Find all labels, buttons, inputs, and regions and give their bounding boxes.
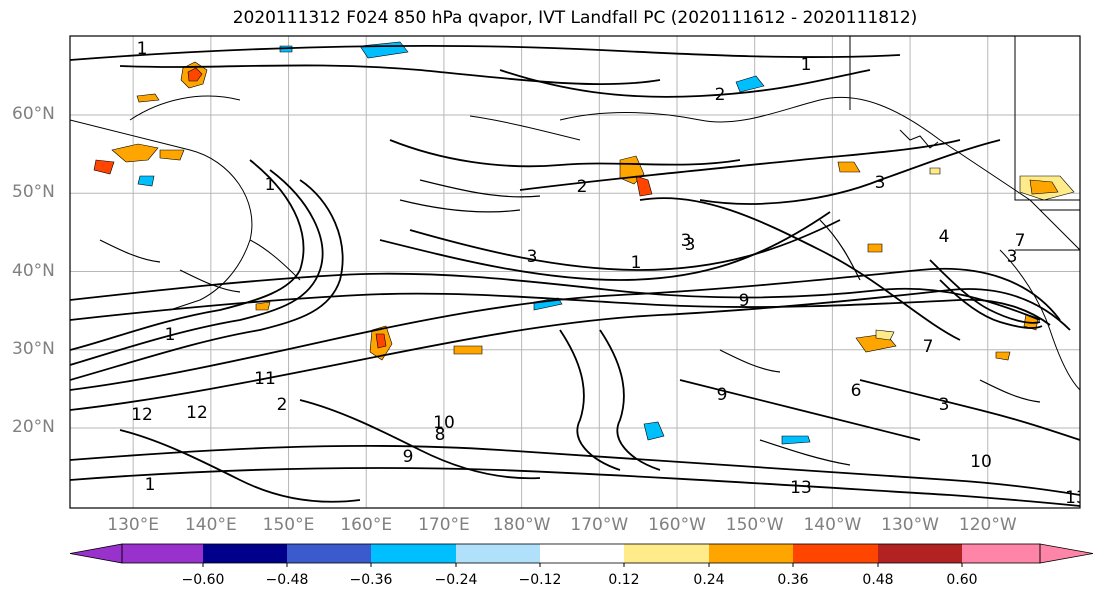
latitude-tick-label: 20°N [12, 417, 55, 437]
longitude-tick-label: 180°W [492, 515, 551, 535]
colorbar-segment [203, 544, 287, 563]
colorbar-tick-label: −0.12 [518, 572, 562, 588]
contour-label: 10 [433, 413, 455, 433]
latitude-tick-label: 60°N [12, 104, 55, 124]
political-boundaries [849, 36, 1080, 251]
contour-label: 2 [715, 85, 726, 105]
longitude-tick-label: 160°W [648, 515, 706, 535]
contour-label: 9 [717, 385, 728, 405]
longitude-tick-label: 170°E [418, 515, 470, 535]
graticule [70, 36, 1080, 508]
colorbar-segment [456, 544, 540, 563]
colorbar-segment [122, 544, 203, 563]
colorbar-tick-label: −0.48 [265, 572, 309, 588]
colorbar-tick-label: 0.12 [608, 572, 640, 588]
map-frame [69, 35, 1081, 509]
colorbar-segment [540, 544, 624, 563]
colorbar-frame [121, 543, 1041, 564]
colorbar-tick-label: 0.60 [946, 572, 978, 588]
contour-label: 7 [1015, 231, 1026, 251]
contour-label: 11 [254, 369, 276, 389]
longitude-tick-label: 140°W [803, 515, 862, 535]
latitude-tick-label: 40°N [12, 260, 55, 281]
contour-label: 6 [851, 381, 862, 401]
contour-label: 13 [1065, 488, 1087, 508]
contour-label: 12 [186, 403, 208, 423]
colorbar-segment [709, 544, 793, 563]
contour-label: 2 [277, 395, 288, 415]
longitude-tick-label: 170°W [570, 515, 629, 535]
longitude-tick-label: 130°E [107, 515, 159, 535]
contour-labels: 112123134971112121098310131369371212313 [131, 39, 1087, 508]
latitude-tick-label: 50°N [12, 182, 55, 203]
contour-label: 9 [403, 447, 414, 467]
map-title: 2020111312 F024 850 hPa qvapor, IVT Land… [232, 8, 918, 28]
colorbar-tick-label: −0.36 [349, 572, 393, 588]
colorbar-tick-label: 0.24 [693, 572, 725, 588]
contour-label: 7 [923, 337, 934, 357]
contour-label: 8 [435, 425, 446, 445]
contour-label: 3 [685, 235, 696, 255]
colorbar-tick-label: 0.48 [862, 572, 894, 588]
contour-label: 12 [131, 405, 153, 425]
colorbar-tick-label: −0.60 [181, 572, 225, 588]
longitude-tick-label: 130°W [881, 515, 939, 535]
colorbar-segment [624, 544, 709, 563]
longitude-tick-label: 140°E [184, 515, 237, 535]
contour-label: 1 [145, 475, 156, 495]
longitude-tick-label: 150°E [262, 515, 315, 535]
contour-label: 10 [970, 452, 992, 472]
contour-label: 1 [265, 175, 276, 195]
coastlines [70, 95, 1080, 391]
colorbar-extend-low [69, 543, 123, 564]
colorbar-segment [878, 544, 962, 563]
colorbar-tick-label: 0.36 [777, 572, 809, 588]
contour-label: 3 [681, 231, 692, 251]
ivt-contours-thin [99, 179, 1041, 466]
contour-label: 3 [1007, 247, 1018, 267]
contour-label: 3 [527, 247, 538, 267]
latitude-tick-label: 30°N [12, 338, 55, 359]
colorbar-segment [962, 544, 1040, 563]
colorbar-segment [793, 544, 878, 563]
contour-label: 3 [875, 173, 886, 193]
contour-label: 1 [801, 55, 812, 75]
contour-label: 1 [631, 253, 642, 273]
contour-label: 2 [577, 177, 588, 197]
contour-label: 1 [165, 325, 176, 345]
contour-label: 3 [939, 395, 950, 415]
colorbar-extend-high [1039, 543, 1094, 564]
ivt-contours [70, 44, 1080, 507]
contour-label: 4 [939, 227, 950, 247]
contour-label: 1 [137, 39, 148, 59]
contour-label: 9 [739, 291, 750, 311]
colorbar-segment [287, 544, 371, 563]
colorbar-segment [371, 544, 456, 563]
longitude-tick-label: 150°W [725, 515, 784, 535]
colorbar-tick-label: −0.24 [434, 572, 478, 588]
longitude-tick-label: 120°W [958, 515, 1017, 535]
longitude-tick-label: 160°E [340, 515, 393, 535]
contour-label: 13 [790, 478, 812, 498]
